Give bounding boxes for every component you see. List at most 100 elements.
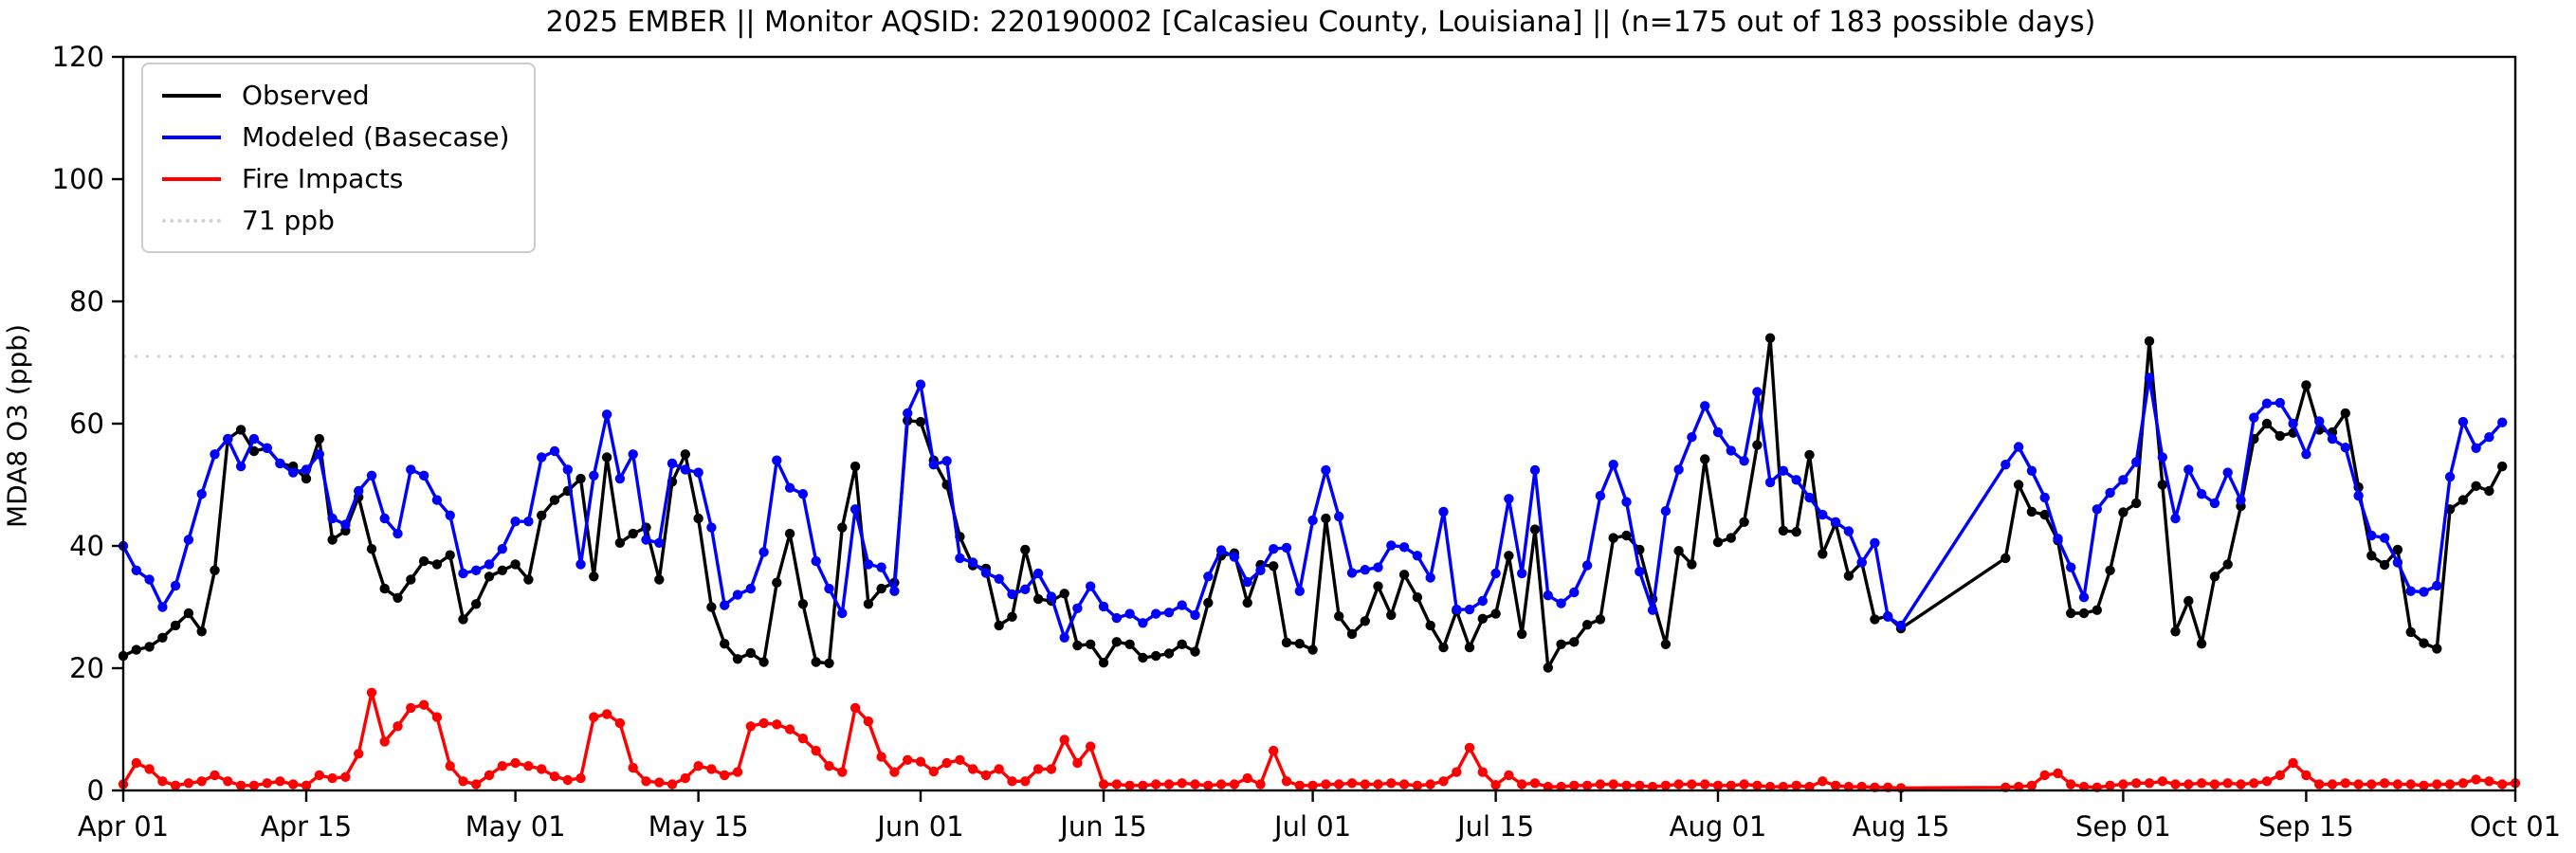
modeled-basecase-point	[1883, 611, 1893, 622]
fire-impacts-point	[720, 770, 730, 781]
fire-impacts-point	[2457, 778, 2469, 789]
modeled-basecase-point	[131, 565, 141, 575]
x-tick-label: Jul 15	[1455, 810, 1534, 843]
fire-impacts-point	[628, 762, 638, 773]
observed-point	[1346, 628, 1358, 640]
observed-point	[1438, 642, 1449, 653]
observed-point	[431, 559, 443, 570]
modeled-basecase-point	[1673, 464, 1684, 475]
modeled-basecase-point	[1647, 605, 1658, 615]
observed-point	[720, 639, 730, 649]
fire-impacts-point	[1111, 779, 1123, 789]
modeled-basecase-point	[471, 565, 482, 575]
fire-impacts-point	[248, 780, 260, 790]
fire-impacts-point	[1843, 781, 1854, 792]
modeled-basecase-point	[2001, 460, 2011, 470]
legend-label: Observed	[242, 80, 370, 111]
fire-impacts-point	[1255, 779, 1266, 789]
fire-impacts-point	[210, 770, 220, 781]
modeled-basecase-point	[2222, 467, 2233, 478]
fire-impacts-point	[797, 734, 809, 744]
observed-point	[2275, 430, 2285, 442]
observed-point	[1307, 644, 1318, 655]
observed-point	[537, 510, 547, 520]
fire-impacts-point	[1281, 776, 1292, 787]
fire-impacts-point	[523, 761, 534, 771]
modeled-basecase-point	[1072, 603, 1083, 613]
fire-impacts-point	[1190, 779, 1200, 789]
fire-impacts-point	[2366, 779, 2377, 789]
observed-point	[1334, 611, 1344, 622]
observed-point	[1621, 530, 1632, 541]
modeled-basecase-point	[314, 449, 324, 460]
modeled-basecase-point	[641, 535, 651, 545]
observed-point	[2340, 408, 2350, 419]
observed-point	[1490, 608, 1501, 619]
observed-point	[1595, 614, 1606, 625]
fire-impacts-point	[1098, 779, 1109, 789]
observed-point	[1163, 648, 1175, 659]
observed-point	[1059, 589, 1069, 599]
fire-impacts-point	[680, 772, 690, 784]
fire-impacts-point	[941, 757, 952, 769]
fire-impacts-point	[2026, 780, 2037, 790]
modeled-basecase-point	[1517, 568, 1527, 579]
fire-impacts-point	[2340, 778, 2350, 789]
modeled-basecase-point	[994, 573, 1004, 584]
y-tick-label: 20	[69, 652, 104, 684]
fire-impacts-point	[2301, 770, 2311, 781]
fire-impacts-point	[1203, 780, 1214, 790]
observed-point	[406, 574, 416, 585]
fire-impacts-point	[1307, 780, 1318, 790]
observed-point	[1726, 533, 1737, 543]
modeled-basecase-point	[2118, 475, 2128, 485]
fire-impacts-point	[1177, 778, 1187, 789]
fire-impacts-point	[1007, 776, 1017, 787]
fire-impacts-point	[2261, 776, 2273, 787]
modeled-basecase-point	[1556, 598, 1566, 608]
fire-impacts-point	[928, 766, 939, 777]
observed-point	[235, 425, 247, 435]
observed-point	[745, 647, 756, 659]
observed-point	[2419, 638, 2429, 648]
legend-label: Fire Impacts	[242, 163, 404, 194]
fire-impacts-point	[824, 761, 834, 771]
fire-impacts-point	[2497, 779, 2508, 789]
fire-line-icon	[162, 176, 221, 181]
modeled-basecase-point	[1360, 565, 1371, 575]
fire-impacts-point	[2053, 768, 2063, 779]
observed-point	[1020, 544, 1031, 555]
fire-impacts-point	[1334, 779, 1344, 789]
fire-impacts-point	[562, 774, 573, 786]
fire-impacts-point	[1046, 764, 1057, 774]
fire-impacts-point	[1687, 779, 1697, 789]
legend-item-observed: Observed	[162, 80, 509, 111]
modeled-basecase-point	[354, 485, 364, 497]
modeled-basecase-point	[1032, 568, 1044, 579]
fire-impacts-point	[2236, 779, 2246, 789]
fire-impacts-point	[1621, 780, 1632, 790]
observed-point	[2157, 480, 2167, 490]
modeled-basecase-point	[1190, 609, 1200, 621]
observed-point	[994, 620, 1004, 631]
modeled-basecase-point	[2497, 417, 2508, 427]
y-tick-label: 0	[87, 774, 104, 807]
modeled-basecase-point	[1464, 604, 1475, 615]
fire-impacts-point	[2157, 776, 2167, 787]
modeled-basecase-point	[223, 433, 233, 445]
fire-impacts-point	[497, 761, 507, 771]
modeled-basecase-point	[955, 553, 965, 564]
modeled-basecase-point	[706, 522, 717, 533]
fire-impacts-point	[431, 712, 443, 722]
modeled-basecase-point	[1138, 618, 1148, 628]
observed-point	[471, 599, 482, 609]
fire-impacts-point	[589, 712, 599, 722]
modeled-basecase-point	[2392, 557, 2403, 568]
fire-impacts-point	[2183, 779, 2194, 789]
modeled-basecase-point	[1215, 545, 1227, 555]
modeled-basecase-point	[1569, 587, 1580, 598]
fire-impacts-point	[1124, 780, 1135, 790]
x-tick-label: Jun 01	[875, 810, 963, 843]
observed-point	[1032, 593, 1044, 605]
